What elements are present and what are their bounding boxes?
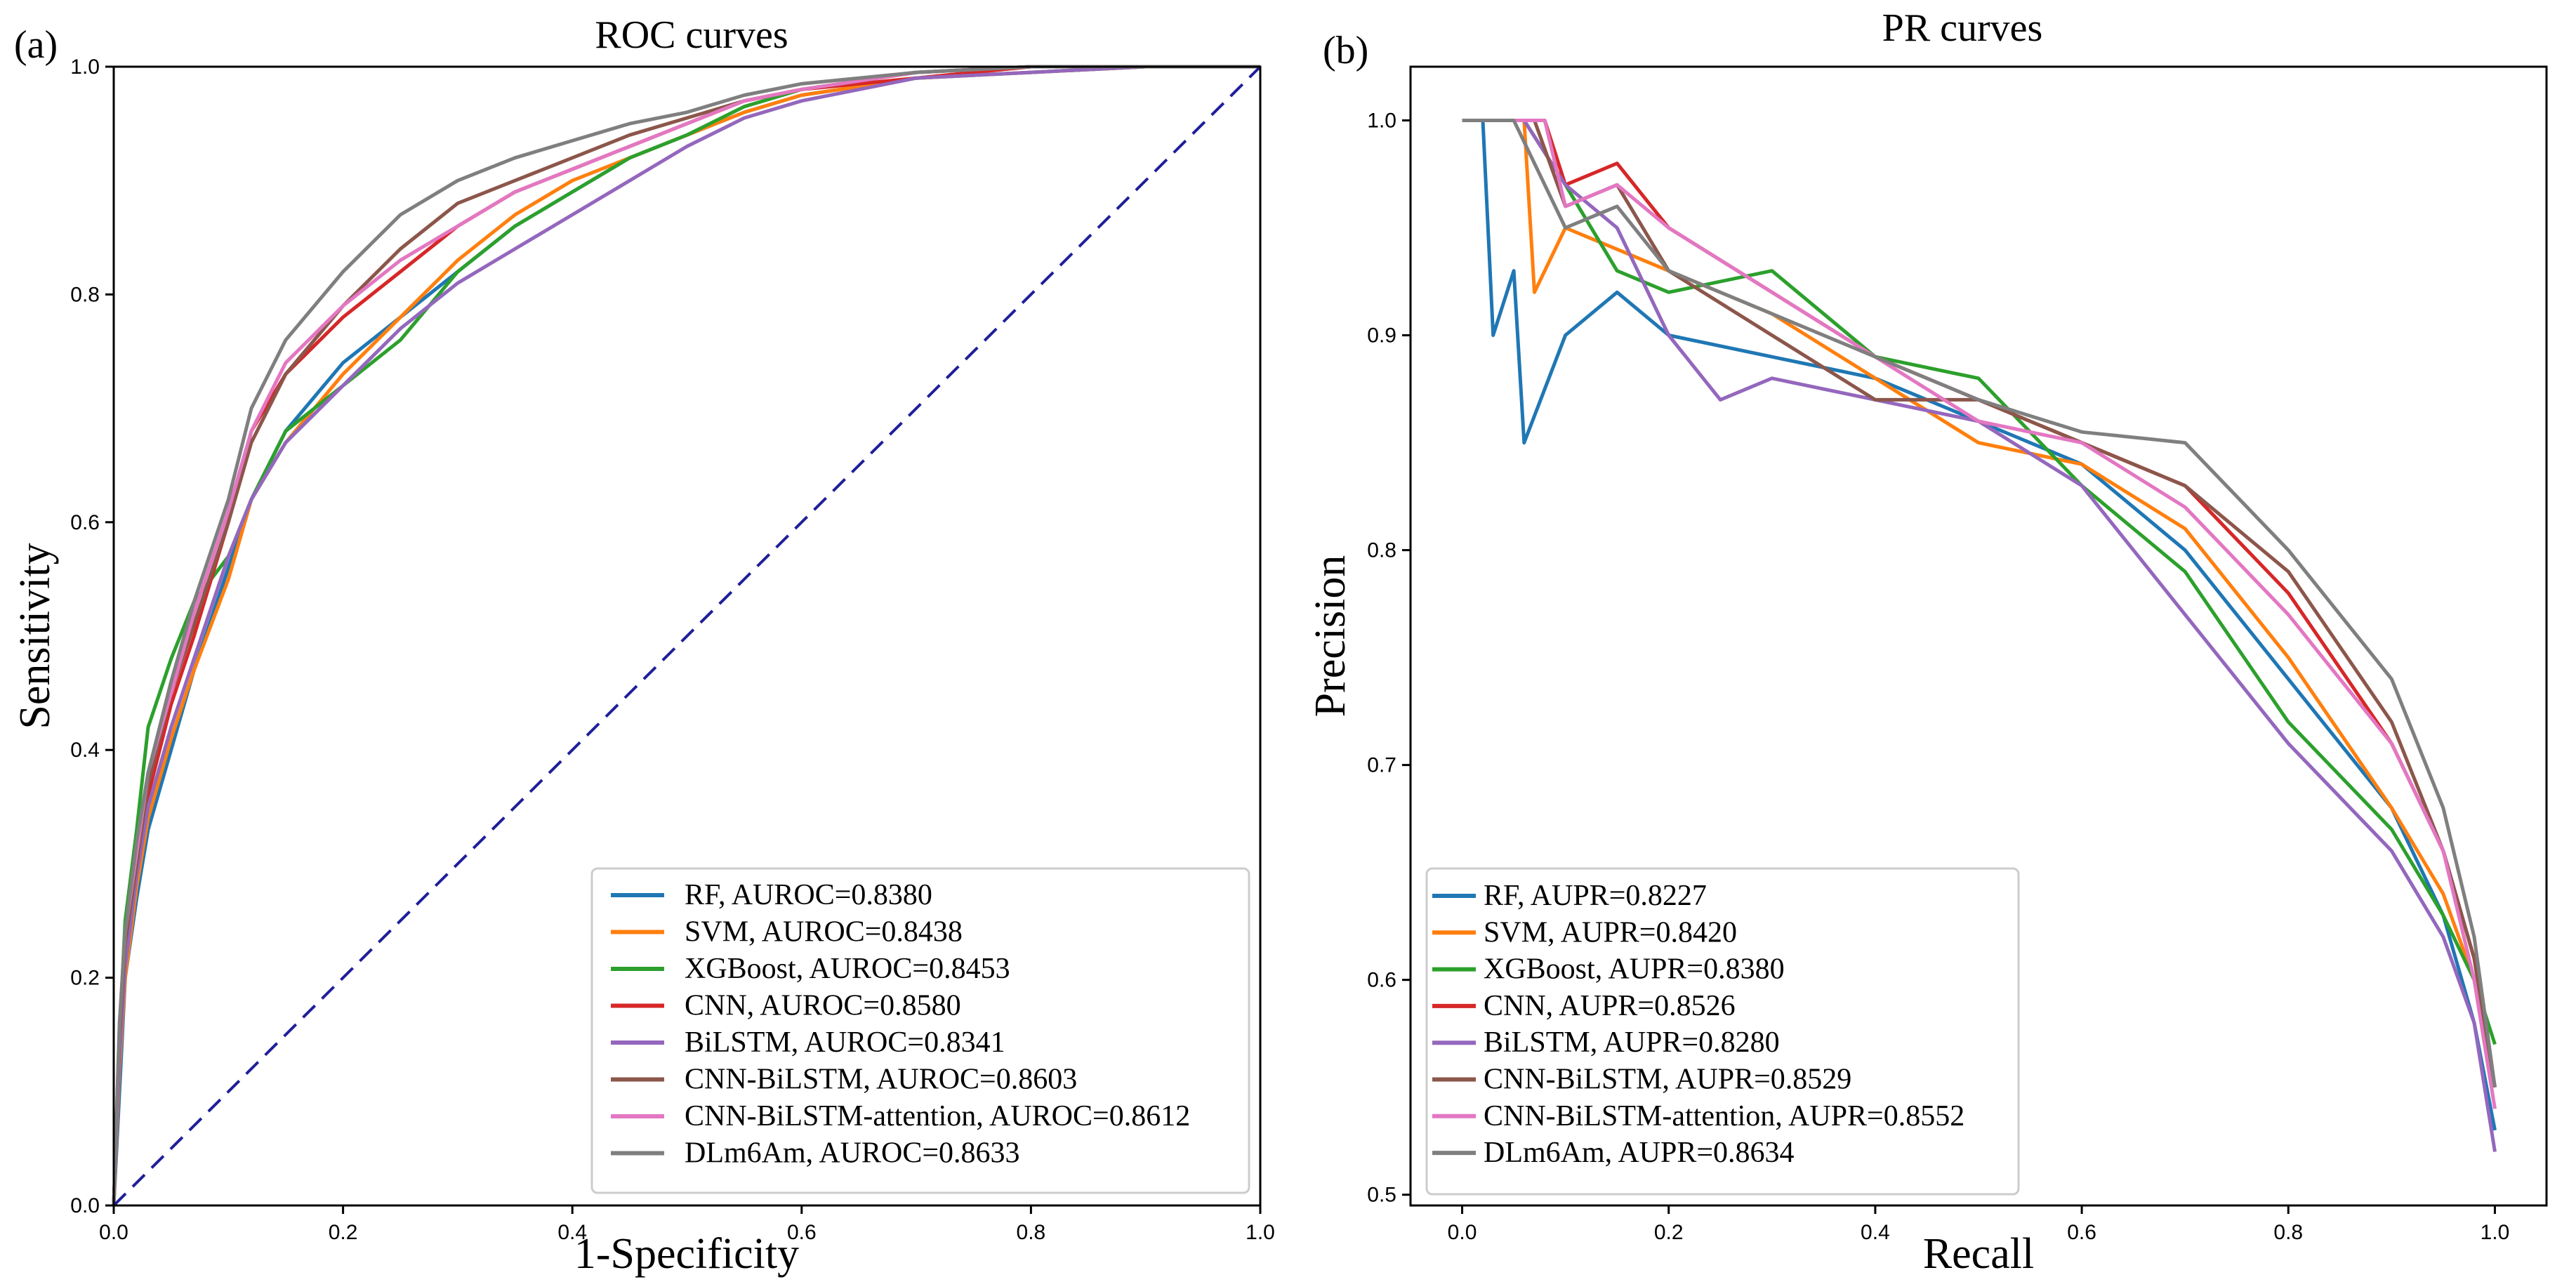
y-tick-label: 0.2 [70, 967, 100, 990]
x-tick-label: 0.8 [2273, 1221, 2303, 1244]
chart-title: PR curves [1882, 6, 2043, 50]
chart-title: ROC curves [595, 13, 788, 57]
y-axis-label: Sensitivity [11, 543, 59, 729]
y-tick-label: 0.4 [70, 739, 100, 762]
x-tick-label: 0.2 [1654, 1221, 1684, 1244]
panel-label: (a) [14, 23, 58, 67]
y-tick-label: 1.0 [1367, 110, 1396, 133]
series-line-bilstm [1462, 119, 2497, 1152]
y-tick-label: 0.5 [1367, 1184, 1396, 1207]
legend-entry: CNN-BiLSTM-attention, AUROC=0.8612 [685, 1100, 1190, 1132]
x-tick-label: 0.4 [1861, 1221, 1890, 1244]
legend-entry: CNN, AUPR=0.8526 [1484, 990, 1736, 1022]
plot-frame [1409, 65, 2548, 1207]
legend-entry: BiLSTM, AUROC=0.8341 [685, 1026, 1005, 1059]
legend-entry: DLm6Am, AUROC=0.8633 [685, 1137, 1020, 1170]
y-tick-label: 0.7 [1367, 754, 1396, 777]
legend-box [590, 867, 1250, 1194]
legend-entry: SVM, AUROC=0.8438 [685, 916, 963, 949]
legend-entry: RF, AUROC=0.8380 [685, 879, 932, 911]
x-tick-label: 0.6 [787, 1221, 817, 1244]
chance-diagonal-line [112, 65, 1262, 1207]
legend-entry: BiLSTM, AUPR=0.8280 [1484, 1026, 1780, 1059]
series-line-xgboost [1462, 119, 2497, 1045]
legend-entry: XGBoost, AUROC=0.8453 [685, 953, 1010, 985]
x-tick-label: 0.4 [557, 1221, 587, 1244]
legend: RF, AUPR=0.8227 SVM, AUPR=0.8420 XGBoost, … [1425, 867, 2020, 1196]
y-axis-label: Precision [1307, 555, 1354, 718]
x-tick-label: 0.2 [329, 1221, 358, 1244]
series-line-svm [112, 65, 1260, 1206]
y-tick-label: 0.8 [1367, 539, 1396, 562]
panel-label: (b) [1323, 29, 1368, 72]
legend-entry: SVM, AUPR=0.8420 [1484, 916, 1737, 949]
plot-frame [112, 65, 1262, 1207]
x-tick-label: 0.0 [99, 1221, 128, 1244]
x-tick-label: 0.8 [1017, 1221, 1046, 1244]
legend-entry: RF, AUPR=0.8227 [1484, 880, 1707, 912]
series-line-cnn-bilstm-attention [1462, 119, 2497, 1109]
legend: RF, AUROC=0.8380 SVM, AUROC=0.8438 XGBoost… [590, 867, 1250, 1194]
series-line-dlm6am [1462, 119, 2497, 1088]
x-axis-label: Recall [1923, 1230, 2034, 1278]
legend-entry: CNN-BiLSTM, AUPR=0.8529 [1484, 1064, 1851, 1096]
legend-entry: XGBoost, AUPR=0.8380 [1484, 953, 1785, 986]
x-axis-label: 1-Specificity [574, 1230, 799, 1278]
y-tick-label: 0.0 [70, 1194, 100, 1217]
legend-box [1425, 867, 2020, 1196]
legend-entry: DLm6Am, AUPR=0.8634 [1484, 1137, 1795, 1169]
x-tick-label: 0.0 [1448, 1221, 1477, 1244]
x-tick-label: 0.6 [2067, 1221, 2096, 1244]
legend-entry: CNN-BiLSTM-attention, AUPR=0.8552 [1484, 1100, 1964, 1132]
y-tick-label: 1.0 [70, 55, 100, 79]
y-tick-label: 0.9 [1367, 324, 1396, 348]
series-line-dlm6am [112, 65, 1260, 1206]
legend-entry: CNN, AUROC=0.8580 [685, 990, 961, 1022]
legend-entry: CNN-BiLSTM, AUROC=0.8603 [685, 1064, 1077, 1096]
y-tick-label: 0.6 [1367, 969, 1396, 992]
pr-panel: 0.0 0.2 0.4 0.6 0.8 1.0 0.5 0.6 0.7 0.8 0.9 1.0 PR c… [1307, 6, 2548, 1278]
y-tick-label: 0.6 [70, 511, 100, 534]
series-line-bilstm [112, 65, 1260, 1206]
roc-panel: 0.0 0.2 0.4 0.6 0.8 1.0 0.0 0.2 0.4 0.6 0.8 1.0 ROC … [11, 13, 1275, 1278]
x-tick-label: 1.0 [2481, 1221, 2510, 1244]
y-tick-label: 0.8 [70, 283, 100, 306]
x-tick-label: 1.0 [1246, 1221, 1275, 1244]
